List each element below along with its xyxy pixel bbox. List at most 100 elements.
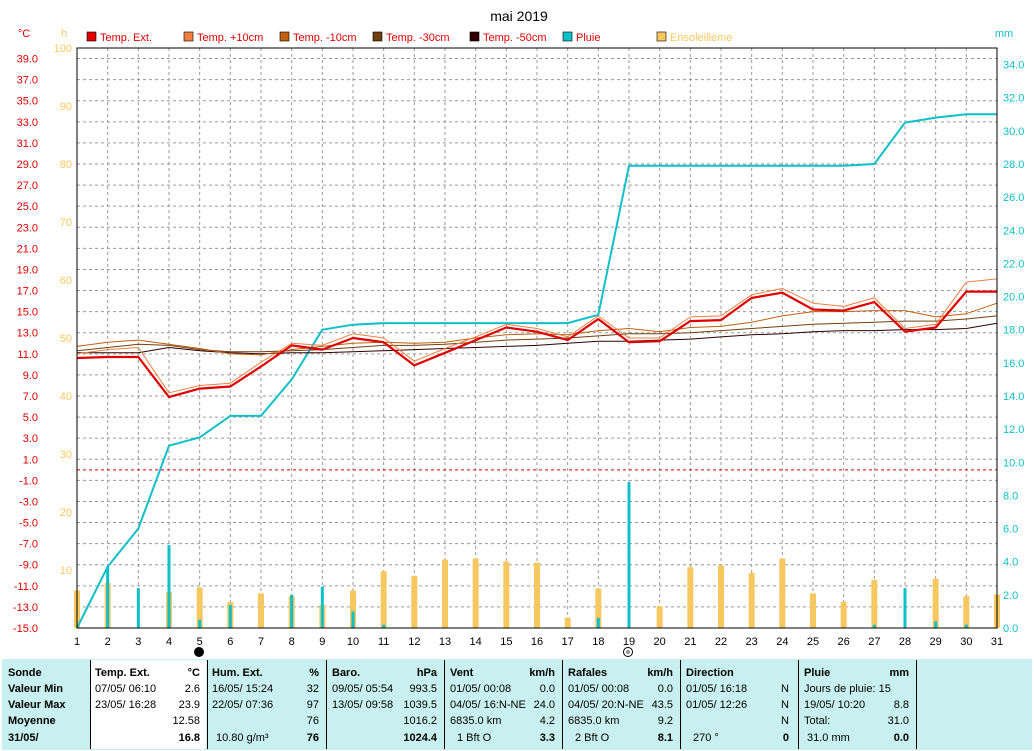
hours-tick-label: 10 xyxy=(60,565,72,577)
x-tick-label: 13 xyxy=(439,636,451,648)
hours-tick-label: 100 xyxy=(54,43,72,55)
temp-min-value: 2.6 xyxy=(184,683,200,695)
x-tick-label: 31 xyxy=(991,636,1003,648)
temp-min-date: 07/05/ 06:10 xyxy=(95,683,157,695)
baro-max-value: 1039.5 xyxy=(403,699,437,711)
wind-last: 3.3 xyxy=(539,732,555,744)
x-tick-label: 1 xyxy=(74,636,80,648)
daily-rain-bar xyxy=(198,619,202,628)
rain-last-total: 31.0 mm xyxy=(807,732,850,744)
wind-min-value: 0.0 xyxy=(539,683,555,695)
rain-tick-label: 2.0 xyxy=(1003,590,1018,602)
temp-last: 16.8 xyxy=(178,732,200,744)
hum-last: 76 xyxy=(306,732,319,744)
weather-chart: mai 2019 °C h mm Temp. Ext. Temp. +10cm Te… xyxy=(13,8,1024,657)
rain-tick-label: 12.0 xyxy=(1003,424,1024,436)
legend-item: Ensoleilleme xyxy=(656,31,732,44)
gusts-column: Rafales km/h 01/05/ 00:08 0.0 04/05/ 20:N-… xyxy=(563,659,679,750)
temp-tick-label: 5.0 xyxy=(23,412,38,424)
chart-title: mai 2019 xyxy=(490,8,548,24)
x-tick-label: 20 xyxy=(654,636,666,648)
temp-tick-label: 11.0 xyxy=(17,349,38,361)
x-tick-label: 30 xyxy=(960,636,972,648)
x-tick-label: 25 xyxy=(807,636,819,648)
sonde-column: Sonde Valeur Min Valeur Max Moyenne 31/0… xyxy=(2,659,90,750)
temp-header: Temp. Ext. xyxy=(95,667,150,679)
wind-max-value: 24.0 xyxy=(533,699,555,711)
sunshine-bar xyxy=(810,593,816,628)
legend-item: Temp. -50cm xyxy=(469,31,547,44)
x-tick-label: 28 xyxy=(899,636,911,648)
sunshine-bar xyxy=(503,561,510,628)
rain-total-label: Total: xyxy=(804,715,831,727)
rain-column: Pluie mm Jours de pluie: 15 19/05/ 10:20 8… xyxy=(799,659,915,750)
row-label-min: Valeur Min xyxy=(8,683,64,695)
x-tick-label: 5 xyxy=(197,636,203,648)
rain-tick-label: 28.0 xyxy=(1003,159,1024,171)
baro-min-value: 993.5 xyxy=(409,683,437,695)
hours-tick-label: 70 xyxy=(60,217,72,229)
baro-unit: hPa xyxy=(416,667,437,679)
x-tick-label: 8 xyxy=(289,636,295,648)
rain-tick-label: 18.0 xyxy=(1003,325,1024,337)
series-line xyxy=(76,113,997,629)
legend-swatch xyxy=(469,31,480,42)
temp-tick-label: -5.0 xyxy=(19,518,38,530)
moon-new-icon xyxy=(194,647,204,657)
legend-item: Pluie xyxy=(562,31,600,44)
temp-tick-label: -7.0 xyxy=(19,539,38,551)
gusts-unit: km/h xyxy=(647,667,673,679)
baro-max-date: 13/05/ 09:58 xyxy=(332,699,394,711)
daily-rain-bars xyxy=(106,482,968,628)
row-label-avg: Moyenne xyxy=(8,715,56,727)
rain-tick-label: 24.0 xyxy=(1003,225,1024,237)
sunshine-bar xyxy=(534,562,540,628)
temp-axis-unit: °C xyxy=(18,28,30,40)
hum-min-date: 16/05/ 15:24 xyxy=(212,683,274,695)
rain-total: 31.0 xyxy=(887,715,909,727)
gusts-beaufort: 2 Bft O xyxy=(575,732,610,744)
series-line xyxy=(76,302,998,356)
sunshine-bar xyxy=(687,567,694,628)
sunshine-bar xyxy=(564,617,571,628)
daily-rain-bar xyxy=(320,586,324,628)
rain-unit: mm xyxy=(889,667,909,679)
x-tick-label: 23 xyxy=(746,636,758,648)
daily-rain-bar xyxy=(934,621,938,628)
temp-tick-label: 7.0 xyxy=(23,391,38,403)
direction-header: Direction xyxy=(686,667,734,679)
x-tick-label: 26 xyxy=(838,636,850,648)
series-line xyxy=(76,315,998,353)
hum-absolute: 10.80 g/m³ xyxy=(216,732,269,744)
baro-last: 1024.4 xyxy=(403,732,437,744)
series-lines xyxy=(76,113,998,629)
rain-tick-label: 32.0 xyxy=(1003,93,1024,105)
temp-tick-label: 19.0 xyxy=(17,264,38,276)
temp-tick-label: 17.0 xyxy=(17,286,38,298)
sunshine-bar xyxy=(411,575,418,628)
rain-tick-label: 14.0 xyxy=(1003,391,1024,403)
temp-tick-label: 9.0 xyxy=(23,370,38,382)
rain-max-value: 8.8 xyxy=(893,699,909,711)
wind-max-date: 04/05/ 16:N-NE xyxy=(450,699,526,711)
legend-item: Temp. +10cm xyxy=(183,31,263,44)
rain-tick-label: 20.0 xyxy=(1003,292,1024,304)
temp-tick-label: 3.0 xyxy=(23,433,38,445)
x-tick-label: 9 xyxy=(319,636,325,648)
x-tick-label: 17 xyxy=(562,636,574,648)
legend-label: Temp. -50cm xyxy=(483,32,547,44)
x-tick-label: 16 xyxy=(531,636,543,648)
temp-tick-label: 25.0 xyxy=(17,201,38,213)
temp-tick-label: 31.0 xyxy=(17,138,38,150)
temp-tick-label: 21.0 xyxy=(17,243,38,255)
daily-rain-bar xyxy=(903,588,907,628)
rain-last: 0.0 xyxy=(893,732,909,744)
legend-item: Temp. Ext. xyxy=(86,31,152,44)
wind-column: Vent km/h 01/05/ 00:08 0.0 04/05/ 16:N-NE 2… xyxy=(445,659,561,750)
wind-header: Vent xyxy=(450,667,474,679)
hum-unit: % xyxy=(309,667,319,679)
hours-tick-label: 60 xyxy=(60,275,72,287)
legend-swatch xyxy=(656,31,667,42)
wind-beaufort: 1 Bft O xyxy=(457,732,492,744)
legend-label: Temp. -30cm xyxy=(386,32,450,44)
